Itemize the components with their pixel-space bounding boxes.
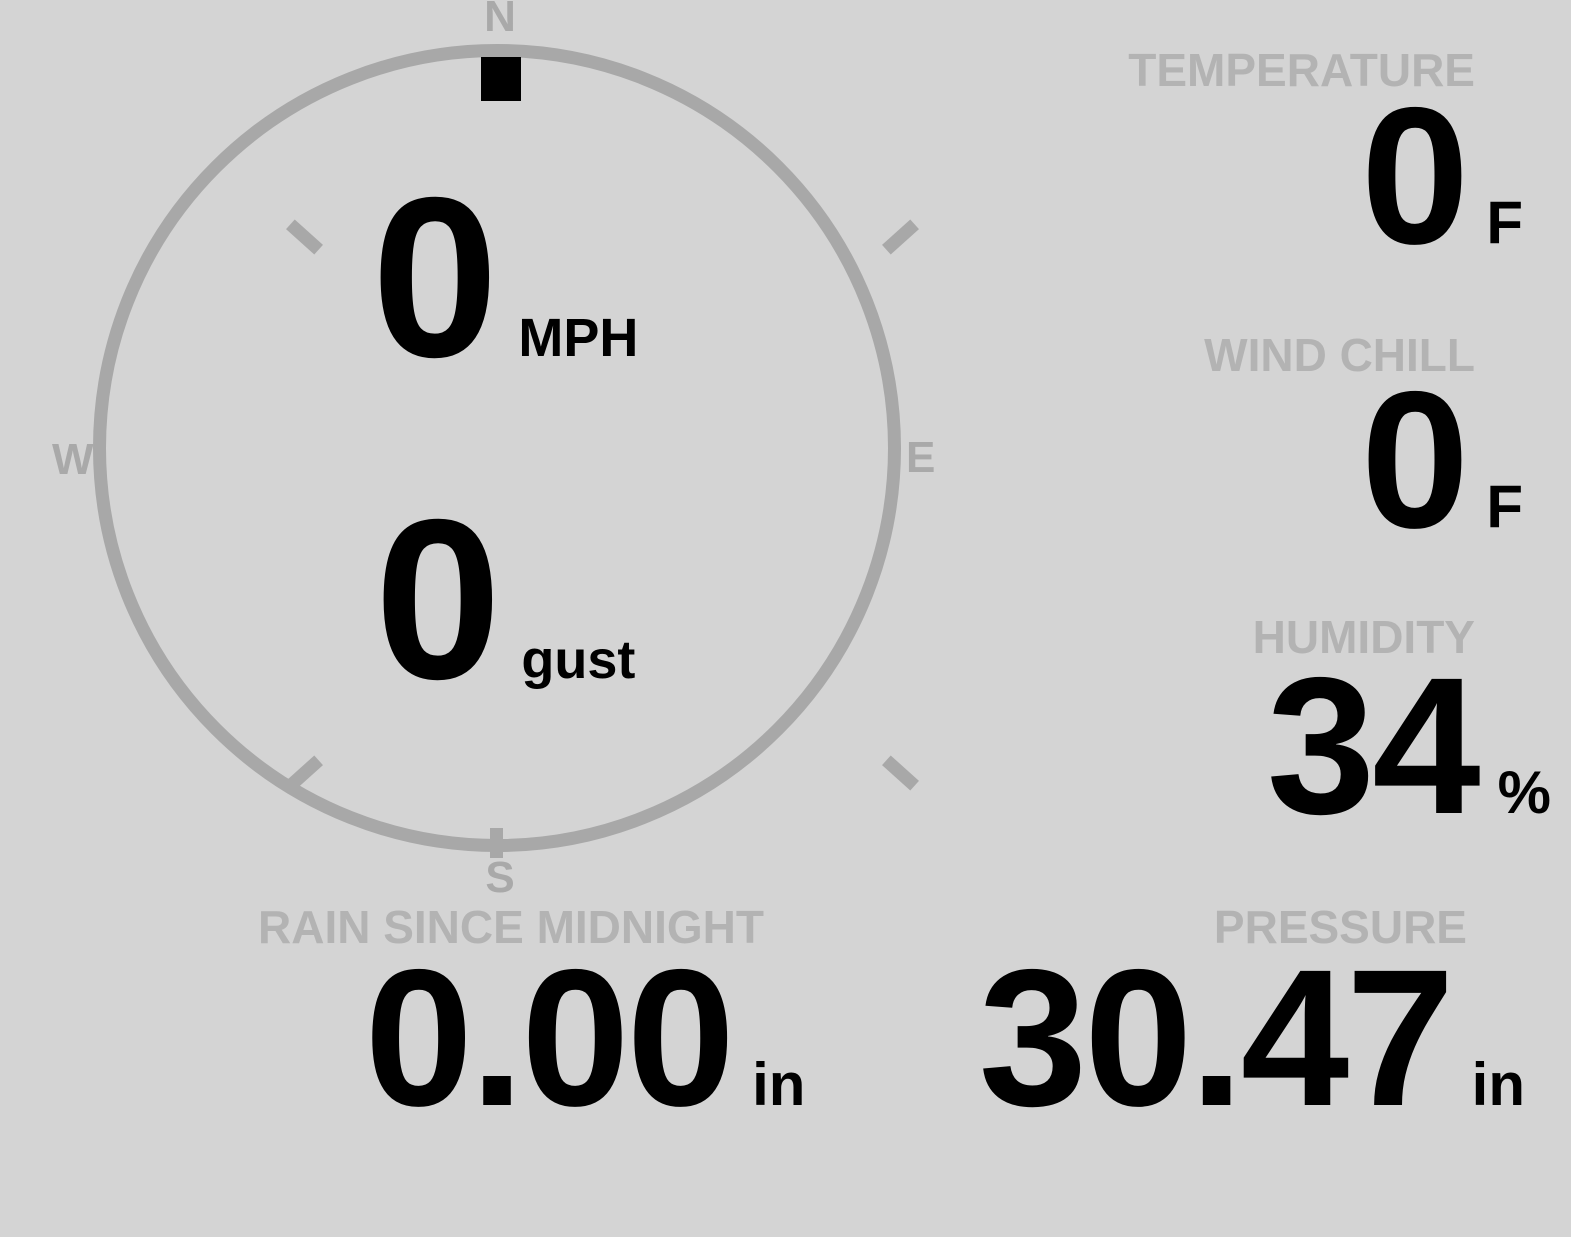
rain-since-midnight-value: 0.00	[364, 929, 736, 1147]
rain-since-midnight-unit: in	[752, 1051, 806, 1118]
pressure-value-row: 30.47 in	[979, 941, 1525, 1136]
compass-tick-nw-icon	[286, 219, 323, 255]
cardinal-south-label: S	[485, 853, 515, 902]
compass-tick-s-icon	[490, 828, 503, 858]
cardinal-north-label: N	[484, 0, 516, 41]
wind-speed-value: 0	[371, 151, 499, 405]
wind-speed-unit: MPH	[518, 308, 639, 368]
wind-gust-unit: gust	[521, 630, 636, 690]
temperature-value: 0	[1360, 67, 1469, 285]
rain-since-midnight-value-row: 0.00 in	[365, 941, 806, 1136]
wind-chill-unit: F	[1486, 473, 1523, 540]
wind-direction-marker-icon	[481, 57, 521, 101]
pressure-label: PRESSURE	[1213, 901, 1467, 953]
humidity-unit: %	[1497, 759, 1551, 826]
wind-gust-value: 0	[374, 473, 502, 727]
wind-chill-value: 0	[1360, 351, 1469, 569]
pressure-unit: in	[1471, 1051, 1525, 1118]
wind-chill-label: WIND CHILL	[1204, 329, 1475, 381]
pressure-value: 30.47	[978, 929, 1455, 1147]
temperature-label: TEMPERATURE	[1128, 44, 1475, 96]
compass-tick-se-icon	[882, 755, 919, 791]
humidity-label: HUMIDITY	[1252, 611, 1475, 663]
cardinal-west-label: W	[52, 435, 94, 484]
rain-since-midnight-label: RAIN SINCE MIDNIGHT	[258, 901, 764, 953]
compass-tick-ne-icon	[882, 219, 919, 255]
wind-chill-value-row: 0 F	[1361, 363, 1523, 558]
cardinal-east-label: E	[906, 433, 936, 482]
temperature-value-row: 0 F	[1361, 79, 1523, 274]
humidity-value: 34	[1266, 637, 1481, 855]
wind-speed-row: 0 MPH	[372, 164, 639, 392]
wind-gust-row: 0 gust	[375, 486, 636, 714]
compass-tick-sw-icon	[286, 755, 323, 791]
temperature-unit: F	[1486, 189, 1523, 256]
humidity-value-row: 34 %	[1267, 649, 1551, 844]
